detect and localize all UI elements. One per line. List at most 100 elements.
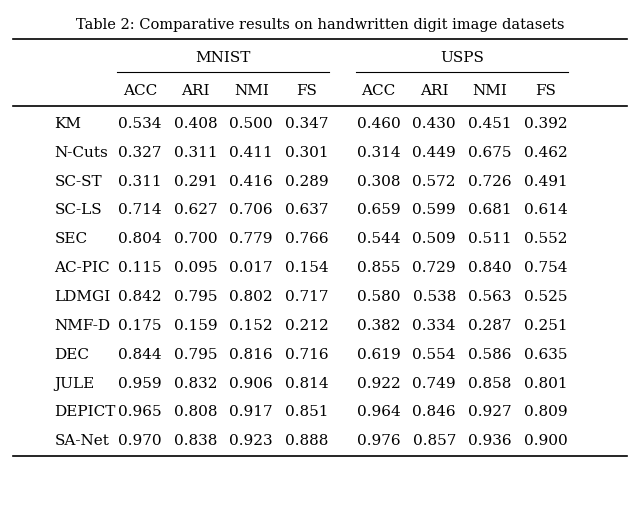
Text: 0.580: 0.580 [357, 289, 400, 304]
Text: SA-Net: SA-Net [54, 433, 109, 447]
Text: 0.614: 0.614 [524, 203, 568, 217]
Text: 0.538: 0.538 [413, 289, 456, 304]
Text: 0.917: 0.917 [229, 405, 273, 419]
Text: 0.838: 0.838 [174, 433, 217, 447]
Text: 0.716: 0.716 [285, 347, 329, 361]
Text: 0.327: 0.327 [118, 145, 161, 160]
Text: 0.311: 0.311 [118, 174, 162, 188]
Text: 0.563: 0.563 [468, 289, 511, 304]
Text: 0.959: 0.959 [118, 376, 162, 390]
Text: 0.754: 0.754 [524, 261, 567, 275]
Text: Table 2: Comparative results on handwritten digit image datasets: Table 2: Comparative results on handwrit… [76, 18, 564, 32]
Text: 0.749: 0.749 [412, 376, 456, 390]
Text: AC-PIC: AC-PIC [54, 261, 110, 275]
Text: 0.842: 0.842 [118, 289, 162, 304]
Text: 0.700: 0.700 [173, 232, 218, 246]
Text: 0.291: 0.291 [173, 174, 218, 188]
Text: 0.382: 0.382 [357, 318, 400, 332]
Text: 0.552: 0.552 [524, 232, 567, 246]
Text: 0.888: 0.888 [285, 433, 328, 447]
Text: USPS: USPS [440, 51, 484, 65]
Text: 0.392: 0.392 [524, 117, 568, 131]
Text: 0.017: 0.017 [229, 261, 273, 275]
Text: 0.802: 0.802 [229, 289, 273, 304]
Text: ACC: ACC [362, 84, 396, 98]
Text: 0.509: 0.509 [412, 232, 456, 246]
Text: 0.779: 0.779 [230, 232, 273, 246]
Text: 0.659: 0.659 [356, 203, 401, 217]
Text: 0.534: 0.534 [118, 117, 161, 131]
Text: 0.809: 0.809 [524, 405, 568, 419]
Text: 0.451: 0.451 [468, 117, 512, 131]
Text: 0.627: 0.627 [173, 203, 218, 217]
Text: 0.675: 0.675 [468, 145, 511, 160]
Text: 0.840: 0.840 [468, 261, 512, 275]
Text: 0.801: 0.801 [524, 376, 568, 390]
Text: 0.152: 0.152 [229, 318, 273, 332]
Text: 0.729: 0.729 [412, 261, 456, 275]
Text: 0.095: 0.095 [173, 261, 218, 275]
Text: 0.637: 0.637 [285, 203, 328, 217]
Text: 0.851: 0.851 [285, 405, 328, 419]
Text: 0.965: 0.965 [118, 405, 162, 419]
Text: 0.251: 0.251 [524, 318, 568, 332]
Text: 0.572: 0.572 [413, 174, 456, 188]
Text: 0.923: 0.923 [229, 433, 273, 447]
Text: 0.287: 0.287 [468, 318, 511, 332]
Text: MNIST: MNIST [196, 51, 251, 65]
Text: FS: FS [535, 84, 556, 98]
Text: 0.408: 0.408 [173, 117, 218, 131]
Text: 0.159: 0.159 [173, 318, 218, 332]
Text: 0.554: 0.554 [413, 347, 456, 361]
Text: 0.814: 0.814 [285, 376, 329, 390]
Text: 0.115: 0.115 [118, 261, 162, 275]
Text: ARI: ARI [420, 84, 449, 98]
Text: 0.175: 0.175 [118, 318, 161, 332]
Text: LDMGI: LDMGI [54, 289, 111, 304]
Text: 0.308: 0.308 [357, 174, 400, 188]
Text: 0.347: 0.347 [285, 117, 328, 131]
Text: 0.706: 0.706 [229, 203, 273, 217]
Text: ACC: ACC [123, 84, 157, 98]
Text: NMF-D: NMF-D [54, 318, 111, 332]
Text: JULE: JULE [54, 376, 95, 390]
Text: 0.858: 0.858 [468, 376, 511, 390]
Text: NMI: NMI [234, 84, 269, 98]
Text: DEC: DEC [54, 347, 90, 361]
Text: N-Cuts: N-Cuts [54, 145, 108, 160]
Text: 0.544: 0.544 [356, 232, 401, 246]
Text: 0.922: 0.922 [356, 376, 401, 390]
Text: 0.525: 0.525 [524, 289, 567, 304]
Text: 0.430: 0.430 [412, 117, 456, 131]
Text: 0.212: 0.212 [285, 318, 329, 332]
Text: 0.808: 0.808 [174, 405, 217, 419]
Text: 0.795: 0.795 [174, 347, 217, 361]
Text: ARI: ARI [181, 84, 210, 98]
Text: 0.816: 0.816 [229, 347, 273, 361]
Text: 0.846: 0.846 [412, 405, 456, 419]
Text: 0.154: 0.154 [285, 261, 329, 275]
Text: 0.314: 0.314 [356, 145, 401, 160]
Text: 0.491: 0.491 [524, 174, 568, 188]
Text: 0.301: 0.301 [285, 145, 329, 160]
Text: KM: KM [54, 117, 81, 131]
Text: 0.500: 0.500 [229, 117, 273, 131]
Text: 0.970: 0.970 [118, 433, 162, 447]
Text: 0.857: 0.857 [413, 433, 456, 447]
Text: 0.411: 0.411 [229, 145, 273, 160]
Text: 0.927: 0.927 [468, 405, 512, 419]
Text: 0.511: 0.511 [468, 232, 512, 246]
Text: SC-ST: SC-ST [54, 174, 102, 188]
Text: 0.964: 0.964 [356, 405, 401, 419]
Text: SC-LS: SC-LS [54, 203, 102, 217]
Text: 0.586: 0.586 [468, 347, 511, 361]
Text: 0.681: 0.681 [468, 203, 512, 217]
Text: 0.804: 0.804 [118, 232, 162, 246]
Text: 0.311: 0.311 [173, 145, 218, 160]
Text: 0.460: 0.460 [356, 117, 401, 131]
Text: 0.795: 0.795 [174, 289, 217, 304]
Text: 0.714: 0.714 [118, 203, 162, 217]
Text: 0.717: 0.717 [285, 289, 328, 304]
Text: 0.766: 0.766 [285, 232, 329, 246]
Text: 0.976: 0.976 [356, 433, 401, 447]
